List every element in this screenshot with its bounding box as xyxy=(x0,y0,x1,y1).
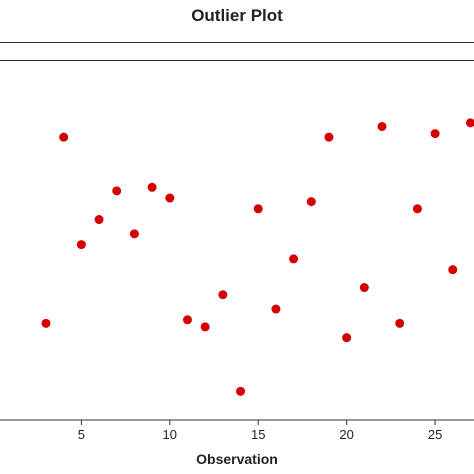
x-tick-label: 25 xyxy=(428,427,442,442)
x-tick-label: 10 xyxy=(163,427,177,442)
data-point xyxy=(59,132,69,142)
x-axis-label: Observation xyxy=(196,451,278,467)
data-point xyxy=(430,129,440,139)
chart-title: Outlier Plot xyxy=(191,6,283,25)
data-point xyxy=(342,333,352,343)
data-point xyxy=(147,182,157,192)
data-point xyxy=(41,318,51,328)
data-point xyxy=(182,315,192,325)
data-point xyxy=(112,186,122,196)
data-point xyxy=(324,132,334,142)
data-point xyxy=(448,265,458,275)
data-point xyxy=(236,386,246,396)
data-point xyxy=(306,197,316,207)
title-band xyxy=(0,42,474,61)
data-point xyxy=(253,204,263,214)
x-tick-label: 20 xyxy=(339,427,353,442)
data-point xyxy=(165,193,175,203)
data-point xyxy=(218,290,228,300)
data-point xyxy=(271,304,281,314)
data-point xyxy=(412,204,422,214)
data-point xyxy=(200,322,210,332)
data-point xyxy=(289,254,299,264)
data-point xyxy=(94,215,104,225)
data-point xyxy=(359,283,369,293)
data-point xyxy=(377,121,387,131)
data-point xyxy=(465,118,474,128)
data-point xyxy=(395,318,405,328)
data-points xyxy=(41,118,474,396)
x-ticks: 5 10 15 20 25 xyxy=(78,420,442,442)
x-tick-label: 5 xyxy=(78,427,85,442)
data-point xyxy=(129,229,139,239)
data-point xyxy=(76,240,86,250)
x-tick-label: 15 xyxy=(251,427,265,442)
